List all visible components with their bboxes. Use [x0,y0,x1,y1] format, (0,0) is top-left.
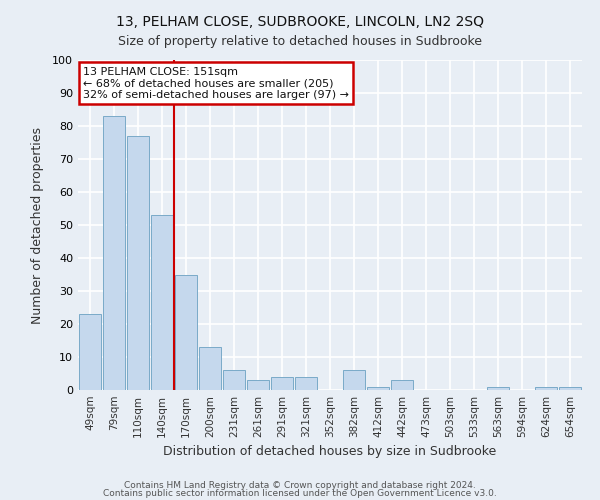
Bar [127,136,149,390]
Bar [271,377,293,390]
Text: 13 PELHAM CLOSE: 151sqm
← 68% of detached houses are smaller (205)
32% of semi-d: 13 PELHAM CLOSE: 151sqm ← 68% of detache… [83,66,349,100]
Bar [175,274,197,390]
Y-axis label: Number of detached properties: Number of detached properties [31,126,44,324]
Bar [487,386,509,390]
Bar [103,116,125,390]
Bar [367,386,389,390]
Text: Contains HM Land Registry data © Crown copyright and database right 2024.: Contains HM Land Registry data © Crown c… [124,480,476,490]
Bar [247,380,269,390]
Bar [151,215,173,390]
Bar [199,347,221,390]
Bar [535,386,557,390]
X-axis label: Distribution of detached houses by size in Sudbrooke: Distribution of detached houses by size … [163,446,497,458]
Text: 13, PELHAM CLOSE, SUDBROOKE, LINCOLN, LN2 2SQ: 13, PELHAM CLOSE, SUDBROOKE, LINCOLN, LN… [116,15,484,29]
Bar [79,314,101,390]
Bar [343,370,365,390]
Text: Contains public sector information licensed under the Open Government Licence v3: Contains public sector information licen… [103,489,497,498]
Text: Size of property relative to detached houses in Sudbrooke: Size of property relative to detached ho… [118,35,482,48]
Bar [295,377,317,390]
Bar [391,380,413,390]
Bar [223,370,245,390]
Bar [559,386,581,390]
